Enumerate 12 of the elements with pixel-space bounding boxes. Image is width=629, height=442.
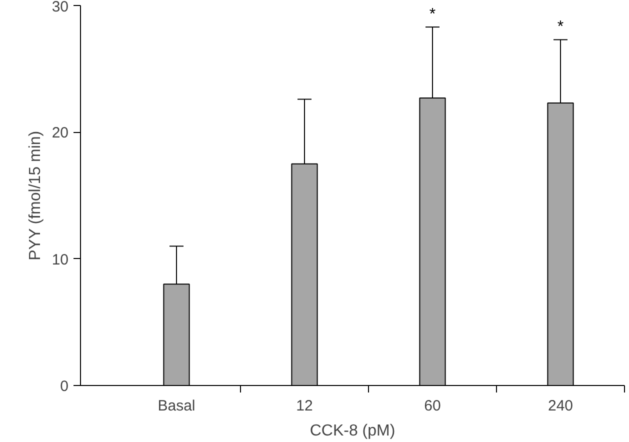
y-tick-label: 10 [52, 251, 69, 268]
x-axis-title: CCK-8 (pM) [310, 422, 396, 440]
x-tick-label: 12 [296, 398, 313, 414]
y-axis-title: PYY (fmol/15 min) [26, 130, 44, 260]
y-tick-label: 0 [60, 378, 68, 395]
x-tick-label: Basal [158, 398, 196, 414]
x-tick-label: 60 [424, 398, 441, 414]
annotation: * [557, 18, 564, 36]
x-tick-label: 240 [548, 398, 574, 414]
annotation: * [429, 6, 436, 24]
y-tick-label: 30 [52, 0, 69, 16]
y-tick-label: 20 [52, 124, 69, 142]
